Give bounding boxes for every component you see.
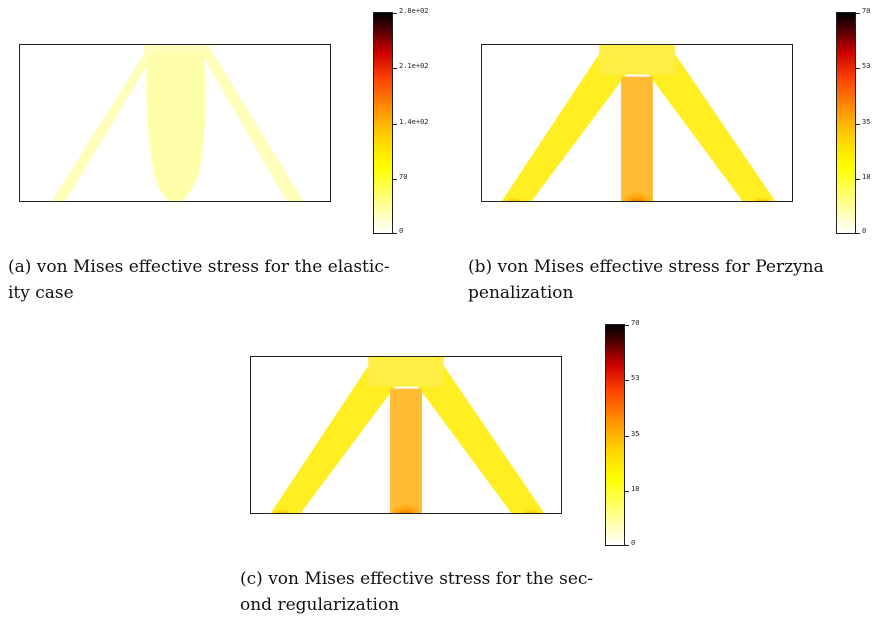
stress-field-b xyxy=(501,45,776,201)
caption-c-line-2: ond regularization xyxy=(240,595,400,615)
stress-field-c xyxy=(270,357,545,513)
caption-c-line-1: (c) von Mises effective stress for the s… xyxy=(240,569,594,589)
stress-plot-a xyxy=(19,44,331,202)
caption-c: (c) von Mises effective stress for the s… xyxy=(240,566,660,618)
colorbar-a: 2.8e+02 2.1e+02 1.4e+02 70 0 xyxy=(373,7,429,235)
stress-plot-c xyxy=(250,356,562,514)
stress-field-a xyxy=(51,45,304,201)
caption-b-line-2: penalization xyxy=(468,283,574,303)
caption-b: (b) von Mises effective stress for Perzy… xyxy=(468,254,874,306)
stress-plot-b xyxy=(481,44,793,202)
colorbar-c: 70 53 35 18 0 xyxy=(605,319,639,547)
caption-a: (a) von Mises effective stress for the e… xyxy=(8,254,440,306)
colorbar-b: 70 53 35 18 0 xyxy=(836,7,870,235)
caption-a-line-2: ity case xyxy=(8,283,74,303)
caption-a-line-1: (a) von Mises effective stress for the e… xyxy=(8,257,390,277)
caption-b-line-1: (b) von Mises effective stress for Perzy… xyxy=(468,257,824,277)
